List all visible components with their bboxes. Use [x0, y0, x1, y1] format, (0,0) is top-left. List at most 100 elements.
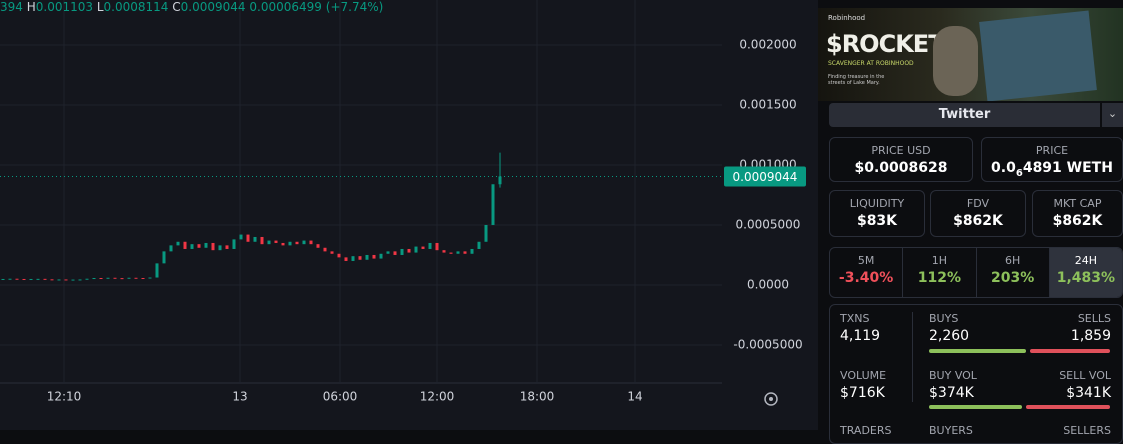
timeframe-tab[interactable]: 6H 203% — [975, 248, 1049, 297]
candle-body — [36, 278, 40, 280]
candle-body — [29, 278, 33, 280]
candle-body — [267, 240, 271, 245]
timeframe-change: 1,483% — [1056, 270, 1116, 286]
fdv-value: $862K — [953, 213, 1003, 229]
y-tick-label: 0.0000 — [747, 277, 789, 291]
dropdown-button[interactable]: ⌄ — [1102, 103, 1123, 127]
banner: Robinhood $ROCKET SCAVENGER AT ROBINHOOD… — [818, 8, 1123, 101]
candle-body — [134, 277, 138, 279]
high-label: H — [26, 0, 36, 14]
twitter-button[interactable]: Twitter — [829, 103, 1100, 127]
candle-body — [463, 251, 467, 254]
candle-body — [239, 234, 243, 240]
buy-vol-label: BUY VOL — [929, 369, 977, 382]
candle-body — [428, 242, 432, 249]
sells-label: SELLS — [1077, 312, 1111, 325]
y-tick-label: 0.0005000 — [736, 217, 801, 231]
x-tick-label: 13 — [232, 390, 247, 404]
sell-vol-bar — [1025, 405, 1110, 409]
candle-body — [183, 241, 187, 249]
candle-body — [50, 279, 54, 281]
candle-body — [64, 279, 68, 281]
candle-body — [477, 241, 481, 249]
candle-body — [379, 253, 383, 259]
price-lead: 0.0 — [991, 160, 1016, 176]
price-box: PRICE 0.064891 WETH — [981, 137, 1123, 182]
candle-body — [197, 244, 201, 248]
candle-body — [470, 248, 474, 254]
price-usd-value: $0.0008628 — [854, 160, 948, 176]
price-usd-box: PRICE USD $0.0008628 — [829, 137, 973, 182]
sell-vol-label: SELL VOL — [1059, 369, 1111, 382]
volume-value: $716K — [840, 385, 885, 401]
change-pct: (+7.74%) — [325, 0, 384, 14]
timeframe-tab[interactable]: 1H 112% — [902, 248, 975, 297]
candle-body — [435, 242, 439, 251]
price-usd-label: PRICE USD — [871, 144, 931, 157]
mkt-cap-box: MKT CAP $862K — [1032, 190, 1123, 237]
candle-body — [57, 279, 61, 281]
candle-body — [190, 244, 194, 249]
x-tick-label: 14 — [627, 390, 642, 404]
candle-body — [484, 224, 488, 242]
candle-body — [43, 278, 47, 280]
candle-body — [225, 245, 229, 249]
ohlc-header: 394 H0.001103 L0.0008114 C0.0009044 0.00… — [0, 0, 383, 14]
candle-body — [491, 184, 495, 225]
settings-icon[interactable] — [764, 392, 778, 406]
banner-art — [933, 26, 978, 96]
x-tick-label: 06:00 — [323, 390, 358, 404]
timeframe-label: 6H — [1004, 254, 1021, 267]
candle-body — [456, 251, 460, 254]
candle-body — [309, 240, 313, 245]
candle-body — [498, 176, 502, 185]
candle-body — [1, 278, 5, 280]
change-value: 0.00006499 — [249, 0, 322, 14]
low-value: 0.0008114 — [103, 0, 169, 14]
sells-bar — [1030, 349, 1110, 353]
banner-brand: Robinhood — [828, 14, 866, 22]
low-label: L — [96, 0, 104, 14]
volume-label: VOLUME — [840, 369, 887, 382]
candle-body — [218, 245, 222, 251]
x-tick-label: 12:00 — [420, 390, 455, 404]
footer-label: SELLERS — [1063, 424, 1111, 437]
liquidity-value: $83K — [856, 213, 898, 229]
sells-value: 1,859 — [1070, 328, 1111, 344]
candle-body — [85, 278, 89, 280]
y-tick-label: -0.0005000 — [733, 337, 802, 351]
candle-body — [372, 254, 376, 259]
timeframe-tab[interactable]: 24H 1,483% — [1048, 248, 1122, 297]
chart: 12:10 13 06:00 12:00 18:00 14 0.002000 0.001500… — [0, 0, 818, 430]
candle-body — [407, 248, 411, 253]
close-value: 0.0009044 — [180, 0, 246, 14]
open-value: 394 — [0, 0, 23, 14]
candle-body — [386, 251, 390, 254]
divider — [912, 312, 913, 402]
txns-label: TXNS — [840, 312, 870, 325]
candle-body — [176, 241, 180, 246]
timeframe-tab[interactable]: 5M -3.40% — [830, 248, 902, 297]
candle-body — [92, 278, 96, 280]
candle-body — [78, 279, 82, 281]
last-price-tag — [724, 166, 806, 187]
timeframe-tabs: 5M -3.40% 1H 112% 6H 203% 24H 1,483% — [829, 247, 1123, 298]
banner-title: $ROCKET — [826, 30, 945, 58]
liquidity-label: LIQUIDITY — [849, 197, 905, 210]
candle-body — [148, 277, 152, 279]
candle-body — [260, 236, 264, 245]
candle-body — [365, 254, 369, 260]
timeframe-label: 1H — [931, 254, 948, 267]
candle-body — [281, 242, 285, 246]
candle-body — [211, 242, 215, 251]
mkt-cap-value: $862K — [1052, 213, 1103, 229]
banner-art — [979, 10, 1097, 101]
high-value: 0.001103 — [35, 0, 94, 14]
candle-body — [351, 256, 355, 261]
candle-body — [414, 246, 418, 253]
candle-body — [449, 252, 453, 254]
banner-tagline: Finding treasure in the streets of Lake … — [828, 74, 885, 86]
y-tick-label: 0.002000 — [739, 37, 796, 51]
candle-body — [106, 277, 110, 279]
candle-body — [71, 279, 75, 281]
